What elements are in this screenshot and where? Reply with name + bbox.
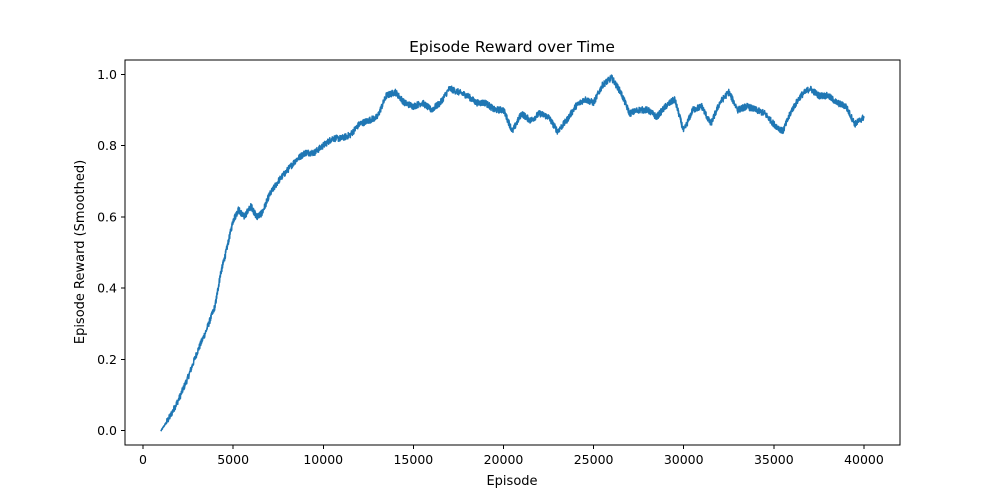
x-tick-label: 30000 [664, 452, 704, 467]
x-axis-ticks: 0 5000 10000 15000 20000 25000 30000 35000 40000 [139, 445, 884, 467]
x-tick-label: 35000 [754, 452, 794, 467]
y-axis-ticks: 0.0 0.2 0.4 0.6 0.8 1.0 [97, 67, 125, 438]
reward-series-line [160, 74, 865, 432]
y-tick-label: 0.4 [97, 281, 117, 296]
x-tick-label: 10000 [303, 452, 343, 467]
x-tick-label: 20000 [484, 452, 524, 467]
y-tick-label: 0.0 [97, 423, 117, 438]
x-axis-label: Episode [486, 474, 537, 489]
y-axis-label: Episode Reward (Smoothed) [73, 160, 88, 344]
axes-frame [124, 59, 901, 446]
x-tick-label: 5000 [217, 452, 249, 467]
x-tick-label: 0 [139, 452, 147, 467]
y-tick-label: 1.0 [97, 67, 117, 82]
plot-area [124, 59, 901, 446]
y-tick-label: 0.6 [97, 209, 117, 224]
y-tick-label: 0.8 [97, 138, 117, 153]
x-tick-label: 40000 [844, 452, 884, 467]
y-tick-label: 0.2 [97, 352, 117, 367]
x-tick-label: 15000 [393, 452, 433, 467]
x-tick-label: 25000 [574, 452, 614, 467]
chart-title: Episode Reward over Time [409, 38, 615, 56]
